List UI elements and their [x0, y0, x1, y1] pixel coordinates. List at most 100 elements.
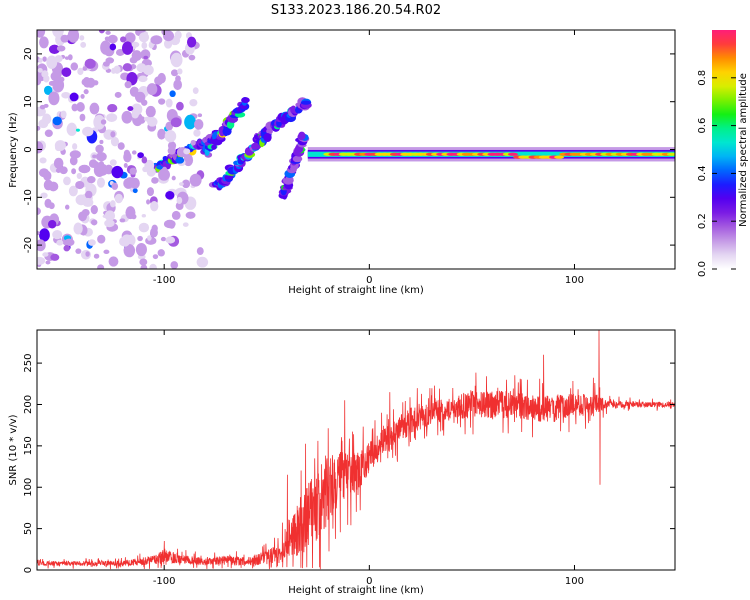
noise-blob: [192, 87, 199, 95]
noise-blob: [108, 256, 119, 267]
noise-blob: [114, 91, 122, 98]
noise-blob: [189, 98, 198, 107]
noise-blob: [131, 50, 142, 61]
noise-blob: [149, 263, 158, 269]
snr-y-label: SNR (10 * v/v): [8, 414, 19, 485]
noise-blob: [37, 207, 41, 216]
noise-blob: [170, 117, 182, 128]
noise-blob: [170, 52, 183, 68]
snr-chart: -100 0 100 0 50 100 150 200 250 Height of straig…: [8, 329, 676, 596]
noise-blob: [103, 249, 110, 255]
noise-blob: [119, 218, 126, 223]
ridge-core: [507, 152, 518, 156]
noise-blob: [48, 91, 60, 106]
noise-blob: [150, 35, 163, 45]
colorbar-tick-label: 0.0: [697, 261, 708, 277]
noise-blob: [130, 177, 140, 189]
noise-blob: [52, 77, 65, 93]
snr-x-tick-label: 100: [565, 576, 584, 587]
noise-blob: [52, 229, 63, 240]
noise-blob: [109, 43, 117, 51]
noise-blob: [165, 98, 173, 108]
noise-blob: [79, 113, 86, 122]
noise-blob: [164, 130, 177, 143]
noise-blob: [40, 192, 48, 199]
spectrogram-y-tick-label: -10: [23, 189, 34, 205]
noise-blob: [110, 136, 120, 147]
noise-blob: [44, 129, 53, 137]
noise-blob: [56, 239, 64, 246]
noise-blob: [83, 89, 89, 95]
noise-blob: [136, 63, 147, 73]
noise-blob: [196, 247, 204, 256]
noise-blob: [160, 236, 167, 242]
ridge-core: [554, 155, 565, 159]
noise-blob: [63, 176, 71, 186]
noise-blob: [85, 251, 90, 257]
noise-blob: [168, 222, 175, 229]
noise-blob: [42, 252, 49, 257]
noise-blob: [182, 222, 189, 227]
noise-blob: [78, 211, 88, 222]
noise-blob: [129, 167, 137, 175]
noise-blob: [146, 83, 158, 96]
noise-blob: [50, 253, 60, 261]
noise-blob: [52, 30, 64, 38]
noise-blob: [70, 62, 79, 71]
spectrogram-x-tick-label: -100: [153, 275, 176, 286]
spectrogram-y-tick-label: -20: [23, 237, 34, 253]
noise-blob: [37, 68, 43, 73]
noise-blob: [93, 80, 99, 86]
snr-y-tick-label: 100: [23, 478, 34, 497]
noise-blob: [141, 41, 148, 50]
noise-blob: [185, 211, 196, 219]
noise-blob: [100, 40, 112, 55]
noise-blob: [54, 140, 66, 151]
noise-blob: [90, 204, 98, 215]
noise-blob: [68, 185, 78, 197]
noise-blob: [150, 201, 159, 212]
noise-blob: [167, 141, 177, 150]
noise-blob: [82, 66, 88, 71]
noise-blob: [148, 41, 154, 49]
arc-blob: [211, 144, 217, 150]
noise-blob: [122, 63, 133, 72]
noise-blob: [46, 55, 58, 70]
noise-blob: [61, 91, 71, 99]
noise-blob: [184, 114, 196, 130]
snr-x-tick-label: 0: [366, 576, 372, 587]
noise-blob: [121, 110, 133, 124]
noise-blob: [72, 143, 78, 150]
noise-blob: [100, 119, 107, 125]
spectrogram-x-tick-label: 100: [565, 275, 584, 286]
noise-blob: [165, 236, 176, 244]
noise-blob: [169, 90, 176, 98]
ridge-core: [666, 152, 675, 156]
noise-blob: [137, 152, 144, 159]
noise-blob: [73, 222, 83, 235]
noise-blob: [193, 129, 201, 137]
noise-blob: [37, 230, 40, 236]
noise-blob: [95, 152, 107, 162]
noise-blob: [67, 54, 73, 61]
noise-blob: [141, 156, 148, 164]
noise-blob: [141, 99, 148, 106]
noise-blob: [63, 245, 70, 252]
noise-blob: [162, 166, 167, 172]
noise-blob: [175, 201, 184, 211]
spectrogram-x-tick-label: 0: [366, 275, 372, 286]
noise-blob: [174, 30, 182, 40]
noise-blob: [158, 98, 166, 105]
noise-blob: [98, 30, 105, 34]
noise-blob: [104, 219, 115, 228]
colorbar: 0.0 0.2 0.4 0.6 0.8 Normalized spectral ampl…: [697, 30, 749, 277]
noise-blob: [124, 32, 136, 44]
noise-blob: [183, 148, 191, 155]
snr-y-tick-label: 250: [23, 354, 34, 373]
snr-frame: [36, 329, 676, 571]
noise-blob: [114, 193, 123, 204]
snr-plot-area: [37, 330, 675, 570]
noise-blob: [39, 157, 47, 164]
noise-blob: [102, 61, 110, 67]
